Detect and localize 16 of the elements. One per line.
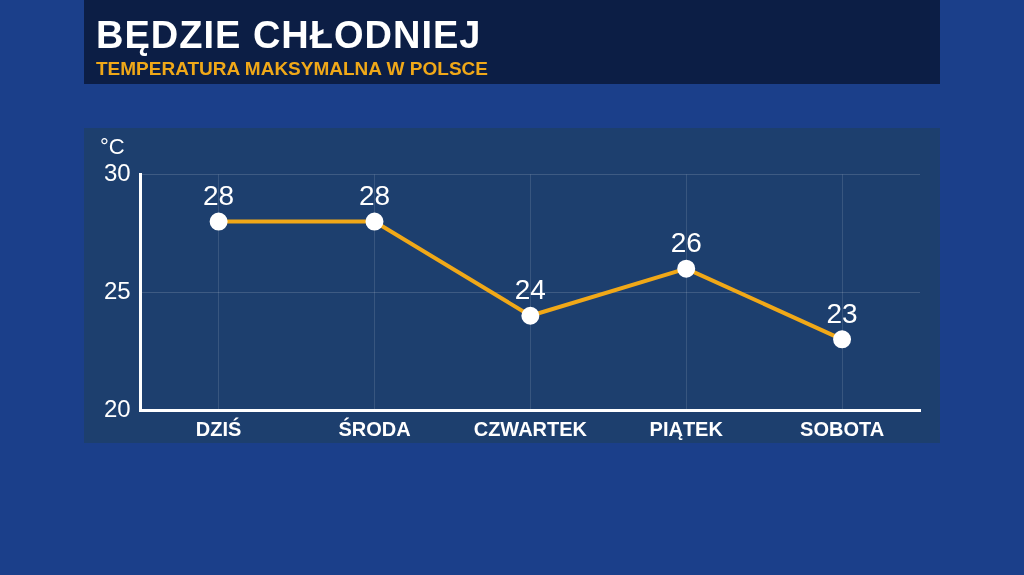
data-label: 28 xyxy=(358,180,391,212)
x-tick-label: PIĄTEK xyxy=(649,417,724,440)
y-tick-label: 30 xyxy=(103,159,131,187)
y-axis-title: °C xyxy=(100,134,125,160)
data-label: 23 xyxy=(826,298,858,330)
x-tick-label: DZIŚ xyxy=(195,416,242,440)
y-tick-label: 25 xyxy=(103,276,131,304)
chart-title: BĘDZIE CHŁODNIEJ xyxy=(96,14,482,57)
data-label: 26 xyxy=(670,227,702,259)
x-tick-label: SOBOTA xyxy=(800,417,885,440)
data-label: 28 xyxy=(203,180,235,212)
y-tick-label: 20 xyxy=(103,394,131,422)
chart-subtitle: TEMPERATURA MAKSYMALNA W POLSCE xyxy=(96,58,488,80)
x-tick-label: CZWARTEK xyxy=(473,417,588,440)
data-label: 24 xyxy=(514,274,546,306)
x-tick-label: ŚRODA xyxy=(338,416,411,440)
